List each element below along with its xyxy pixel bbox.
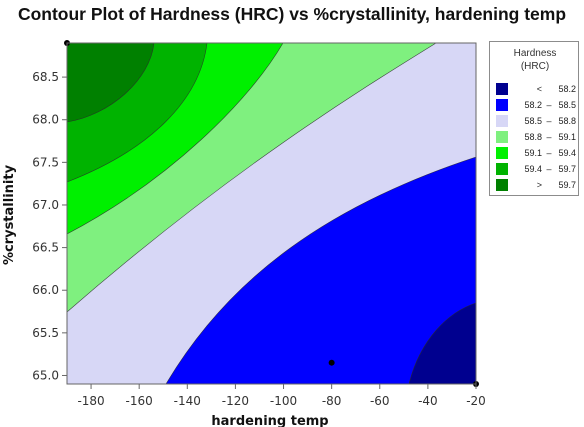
legend-title: Hardness (513, 48, 557, 59)
plot-frame (66, 42, 477, 385)
legend-range-dash: – (546, 132, 552, 142)
contour-region-above-59.7 (66, 42, 155, 123)
legend-swatch (496, 131, 508, 143)
legend-range-low: 58.5 (524, 116, 542, 126)
x-tick-label: -60 (370, 394, 390, 408)
y-tick-label: 66.0 (32, 283, 59, 297)
x-tick-label: -20 (466, 394, 486, 408)
x-tick-label: -180 (77, 394, 104, 408)
legend-swatch (496, 115, 508, 127)
y-tick-label: 66.5 (32, 241, 59, 255)
legend-entry: 59.4–59.7 (494, 163, 578, 175)
contour-region-58.2-58.5 (165, 156, 477, 385)
legend-entry: >59.7 (494, 179, 578, 191)
legend: Hardness (HRC) <58.2 58.2–58.5 58.5–58.8 58… (489, 41, 579, 196)
legend-entry: 58.5–58.8 (494, 115, 578, 127)
legend-range-high: 58.2 (558, 84, 576, 94)
legend-range-high: 58.5 (558, 100, 576, 110)
legend-subtitle: (HRC) (520, 61, 550, 72)
y-axis-ticks: 65.0 65.5 66.0 66.5 67.0 67.5 68.0 68.5 (32, 70, 67, 382)
legend-swatch (496, 147, 508, 159)
legend-entry: 58.8–59.1 (494, 131, 578, 143)
legend-range-high: 59.7 (558, 164, 576, 174)
x-tick-label: -80 (322, 394, 342, 408)
x-tick-label: -120 (222, 394, 249, 408)
legend-range-dash: – (546, 148, 552, 158)
legend-range-high: 59.7 (558, 180, 576, 190)
legend-swatch (496, 99, 508, 111)
y-tick-label: 67.0 (32, 198, 59, 212)
legend-range-dash: – (546, 116, 552, 126)
contour-regions (66, 42, 477, 385)
chart-title: Contour Plot of Hardness (HRC) vs %cryst… (17, 4, 567, 24)
y-tick-label: 68.0 (32, 113, 59, 127)
legend-swatch (496, 83, 508, 95)
legend-swatch (496, 163, 508, 175)
x-tick-label: -40 (418, 394, 438, 408)
design-point (328, 359, 335, 366)
x-tick-label: -100 (270, 394, 297, 408)
legend-swatch (496, 179, 508, 191)
y-tick-label: 65.0 (32, 368, 59, 382)
legend-range-dash: – (546, 100, 552, 110)
x-axis-ticks: -180 -160 -140 -120 -100 -80 -60 -40 -20 (77, 384, 486, 408)
legend-range-low: > (536, 180, 542, 190)
y-tick-label: 68.5 (32, 70, 59, 84)
legend-entry: 59.1–59.4 (494, 147, 578, 159)
legend-range-low: < (536, 84, 542, 94)
legend-range-high: 58.8 (558, 116, 576, 126)
y-tick-label: 67.5 (32, 155, 59, 169)
y-axis-label: %crystallinity (2, 164, 17, 265)
legend-range-low: 58.2 (524, 100, 542, 110)
legend-entry: 58.2–58.5 (494, 99, 578, 111)
x-tick-label: -160 (126, 394, 153, 408)
legend-range-high: 59.1 (558, 132, 576, 142)
legend-entry: <58.2 (494, 83, 578, 95)
legend-range-low: 59.4 (524, 164, 542, 174)
legend-range-dash: – (546, 164, 552, 174)
y-tick-label: 65.5 (32, 326, 59, 340)
x-tick-label: -140 (174, 394, 201, 408)
legend-range-low: 58.8 (524, 132, 542, 142)
x-axis-label: hardening temp (211, 414, 328, 427)
legend-range-high: 59.4 (558, 148, 576, 158)
legend-range-low: 59.1 (524, 148, 542, 158)
